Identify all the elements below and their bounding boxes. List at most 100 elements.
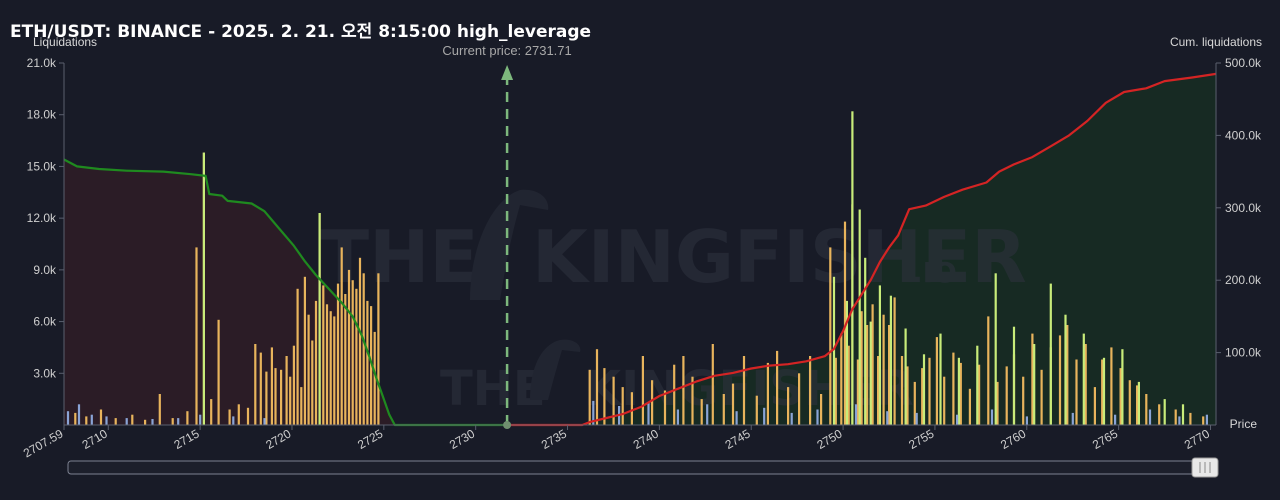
liquidation-bar [77,404,81,425]
liquidation-bar [1205,414,1208,425]
liquidation-bar [700,399,703,425]
right-y-ticks: 100.0k 200.0k 300.0k 400.0k 500.0k [1216,56,1262,360]
liquidation-bar [592,400,595,425]
liquidation-bar [1202,416,1205,425]
liquidation-bar [612,376,615,425]
liquidation-bar [603,368,606,425]
liquidation-bar [171,418,174,425]
liquidation-bar [847,345,850,425]
liquidation-bar [1145,394,1148,425]
left-y-tick-label: 6.0k [33,315,57,329]
liquidation-bar [333,316,336,425]
liquidation-bar [99,409,103,425]
liquidation-bar [1049,283,1052,425]
liquidation-bar [994,273,997,425]
liquidation-bar [74,412,77,425]
scrollbar-track[interactable] [67,460,1217,475]
liquidation-bar [1005,366,1008,425]
liquidation-bar [314,300,318,425]
liquidation-bar [1121,349,1124,425]
liquidation-bar [144,419,147,425]
liquidation-bar [682,356,685,425]
liquidation-bar [202,152,205,425]
right-y-tick-label: 100.0k [1225,346,1262,360]
left-y-tick-label: 18.0k [27,108,57,122]
liquidation-bar [676,409,679,425]
liquidation-bar [228,409,231,425]
liquidation-bar [199,414,202,425]
x-tick-label: 2745 [723,426,753,452]
liquidation-bar [766,362,769,425]
liquidation-bar [237,404,240,425]
x-tick-label: 2755 [906,426,936,452]
watermark-text-the: THE [320,215,479,299]
x-tick-label: 2760 [998,426,1028,452]
liquidation-bar [904,328,907,425]
liquidation-bar [125,418,128,425]
cumulative-fills [64,73,1217,426]
liquidation-bar [1174,409,1177,425]
liquidation-bar [809,356,812,425]
liquidation-bar [1031,333,1034,425]
liquidation-bar [307,314,310,425]
liquidation-bar [915,412,918,425]
liquidation-bar [1189,412,1192,425]
liquidation-bar [329,311,332,425]
liquidation-bar [347,269,351,425]
liquidation-bar [322,285,325,425]
left-axis-label: Liquidations [33,35,97,49]
right-axis-label: Cum. liquidations [1170,35,1262,49]
liquidation-bar [731,383,735,425]
liquidation-bar [816,409,819,425]
liquidation-bar [362,273,365,425]
liquidation-bar [956,414,959,425]
liquidation-bar [755,395,758,425]
liquidation-bar [158,394,161,425]
liquidation-bar [232,416,235,425]
liquidation-bar [763,407,766,425]
liquidation-bar [829,247,832,425]
long-cum-fill [507,73,1217,426]
liquidation-bar [259,352,262,425]
liquidation-bar [1148,409,1152,425]
liquidation-bar [854,404,858,425]
liquidation-bar [274,368,277,425]
x-tick-label: 2765 [1090,426,1120,452]
zoom-scrollbar[interactable] [67,457,1219,478]
kingfisher-logo-icon [470,189,549,300]
liquidation-bar [217,319,220,425]
liquidation-bar [131,414,134,425]
liquidation-bar [1012,326,1016,425]
liquidation-bars [66,111,1208,426]
liquidation-bar [1128,380,1131,425]
liquidation-bar [1178,416,1181,425]
liquidation-bar [742,356,746,425]
liquidation-bar [366,300,369,425]
liquidation-bar [647,402,650,425]
liquidation-bar [663,390,667,425]
liquidation-bar [595,349,599,425]
liquidation-bar [877,356,880,425]
current-price-arrow-icon [501,65,514,80]
liquidation-bar [292,345,295,425]
liquidation-bar [878,285,881,425]
liquidation-bar [651,380,654,425]
liquidation-bar [1066,325,1069,425]
liquidation-bar [177,418,180,425]
current-price-label: Current price: 2731.71 [442,43,571,58]
liquidation-bar [195,247,198,425]
liquidation-bar [957,357,960,425]
liquidation-bar [105,416,108,425]
liquidation-bar [790,412,793,425]
liquidation-bar [285,356,288,425]
liquidation-bar [1084,344,1087,425]
liquidation-bar [840,333,843,425]
liquidation-bar [869,321,872,425]
liquidation-bar [66,411,70,425]
liquidation-bar [722,394,725,425]
x-tick-label: 2740 [631,426,661,452]
liquidation-bar [1040,369,1043,425]
x-tick-label: 2750 [814,426,844,452]
left-y-tick-label: 15.0k [27,159,57,173]
liquidation-bar [1075,359,1078,425]
